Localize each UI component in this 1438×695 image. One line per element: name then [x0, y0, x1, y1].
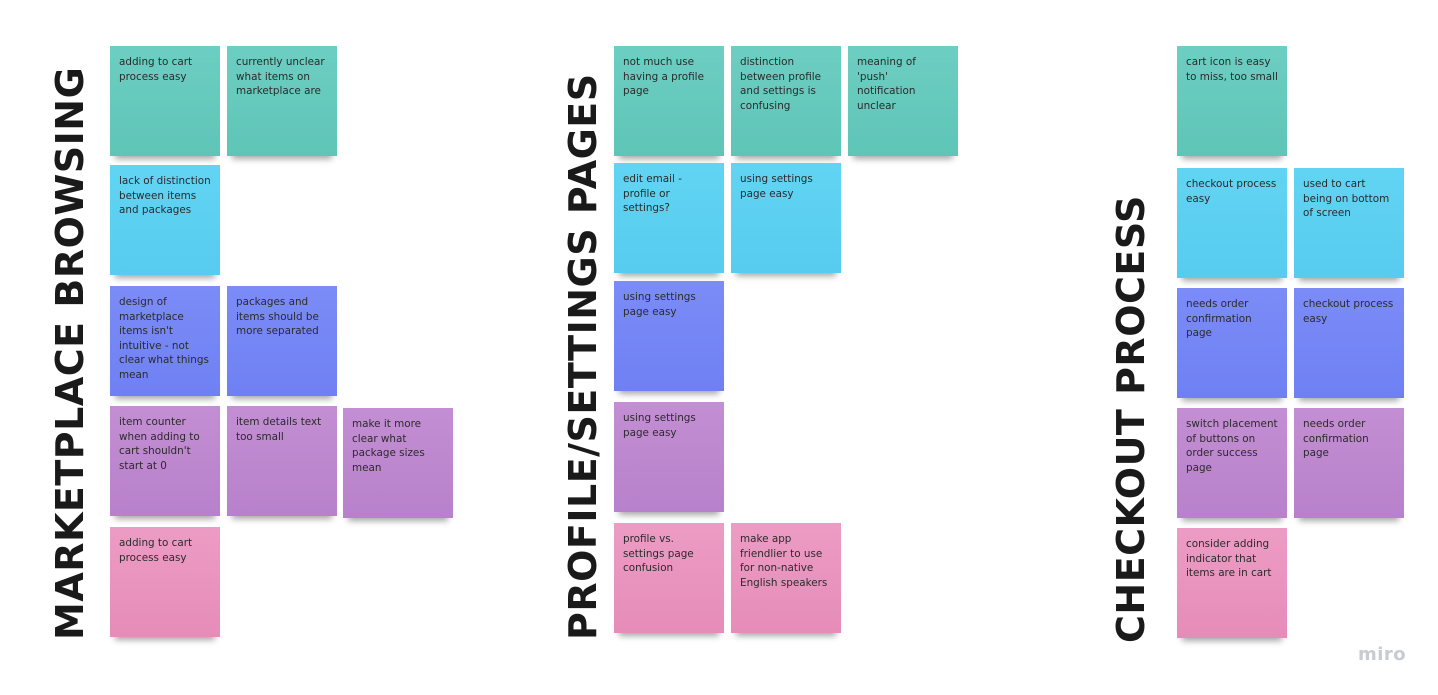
sticky-note[interactable]: switch placement of buttons on order suc… — [1177, 408, 1287, 518]
sticky-note[interactable]: adding to cart process easy — [110, 527, 220, 637]
sticky-note[interactable]: distinction between profile and settings… — [731, 46, 841, 156]
sticky-note[interactable]: currently unclear what items on marketpl… — [227, 46, 337, 156]
sticky-note[interactable]: used to cart being on bottom of screen — [1294, 168, 1404, 278]
sticky-note[interactable]: meaning of 'push' notification unclear — [848, 46, 958, 156]
sticky-note[interactable]: not much use having a profile page — [614, 46, 724, 156]
sticky-note[interactable]: adding to cart process easy — [110, 46, 220, 156]
sticky-note[interactable]: using settings page easy — [614, 281, 724, 391]
sticky-note[interactable]: using settings page easy — [731, 163, 841, 273]
sticky-note[interactable]: packages and items should be more separa… — [227, 286, 337, 396]
sticky-note[interactable]: item details text too small — [227, 406, 337, 516]
miro-logo: miro — [1358, 644, 1407, 665]
section-title-profile-settings-pages: PROFILE/SETTINGS PAGES — [561, 73, 605, 640]
sticky-note[interactable]: needs order confirmation page — [1177, 288, 1287, 398]
sticky-note[interactable]: design of marketplace items isn't intuit… — [110, 286, 220, 396]
section-title-marketplace-browsing: MARKETPLACE BROWSING — [48, 66, 92, 640]
sticky-note[interactable]: make app friendlier to use for non-nativ… — [731, 523, 841, 633]
sticky-note[interactable]: checkout process easy — [1294, 288, 1404, 398]
sticky-note[interactable]: needs order confirmation page — [1294, 408, 1404, 518]
sticky-note[interactable]: checkout process easy — [1177, 168, 1287, 278]
sticky-note[interactable]: item counter when adding to cart shouldn… — [110, 406, 220, 516]
sticky-note[interactable]: lack of distinction between items and pa… — [110, 165, 220, 275]
sticky-note[interactable]: make it more clear what package sizes me… — [343, 408, 453, 518]
sticky-note[interactable]: consider adding indicator that items are… — [1177, 528, 1287, 638]
section-title-checkout-process: CHECKOUT PROCESS — [1109, 195, 1153, 643]
sticky-note[interactable]: cart icon is easy to miss, too small — [1177, 46, 1287, 156]
sticky-note[interactable]: edit email - profile or settings? — [614, 163, 724, 273]
sticky-note[interactable]: profile vs. settings page confusion — [614, 523, 724, 633]
sticky-note[interactable]: using settings page easy — [614, 402, 724, 512]
